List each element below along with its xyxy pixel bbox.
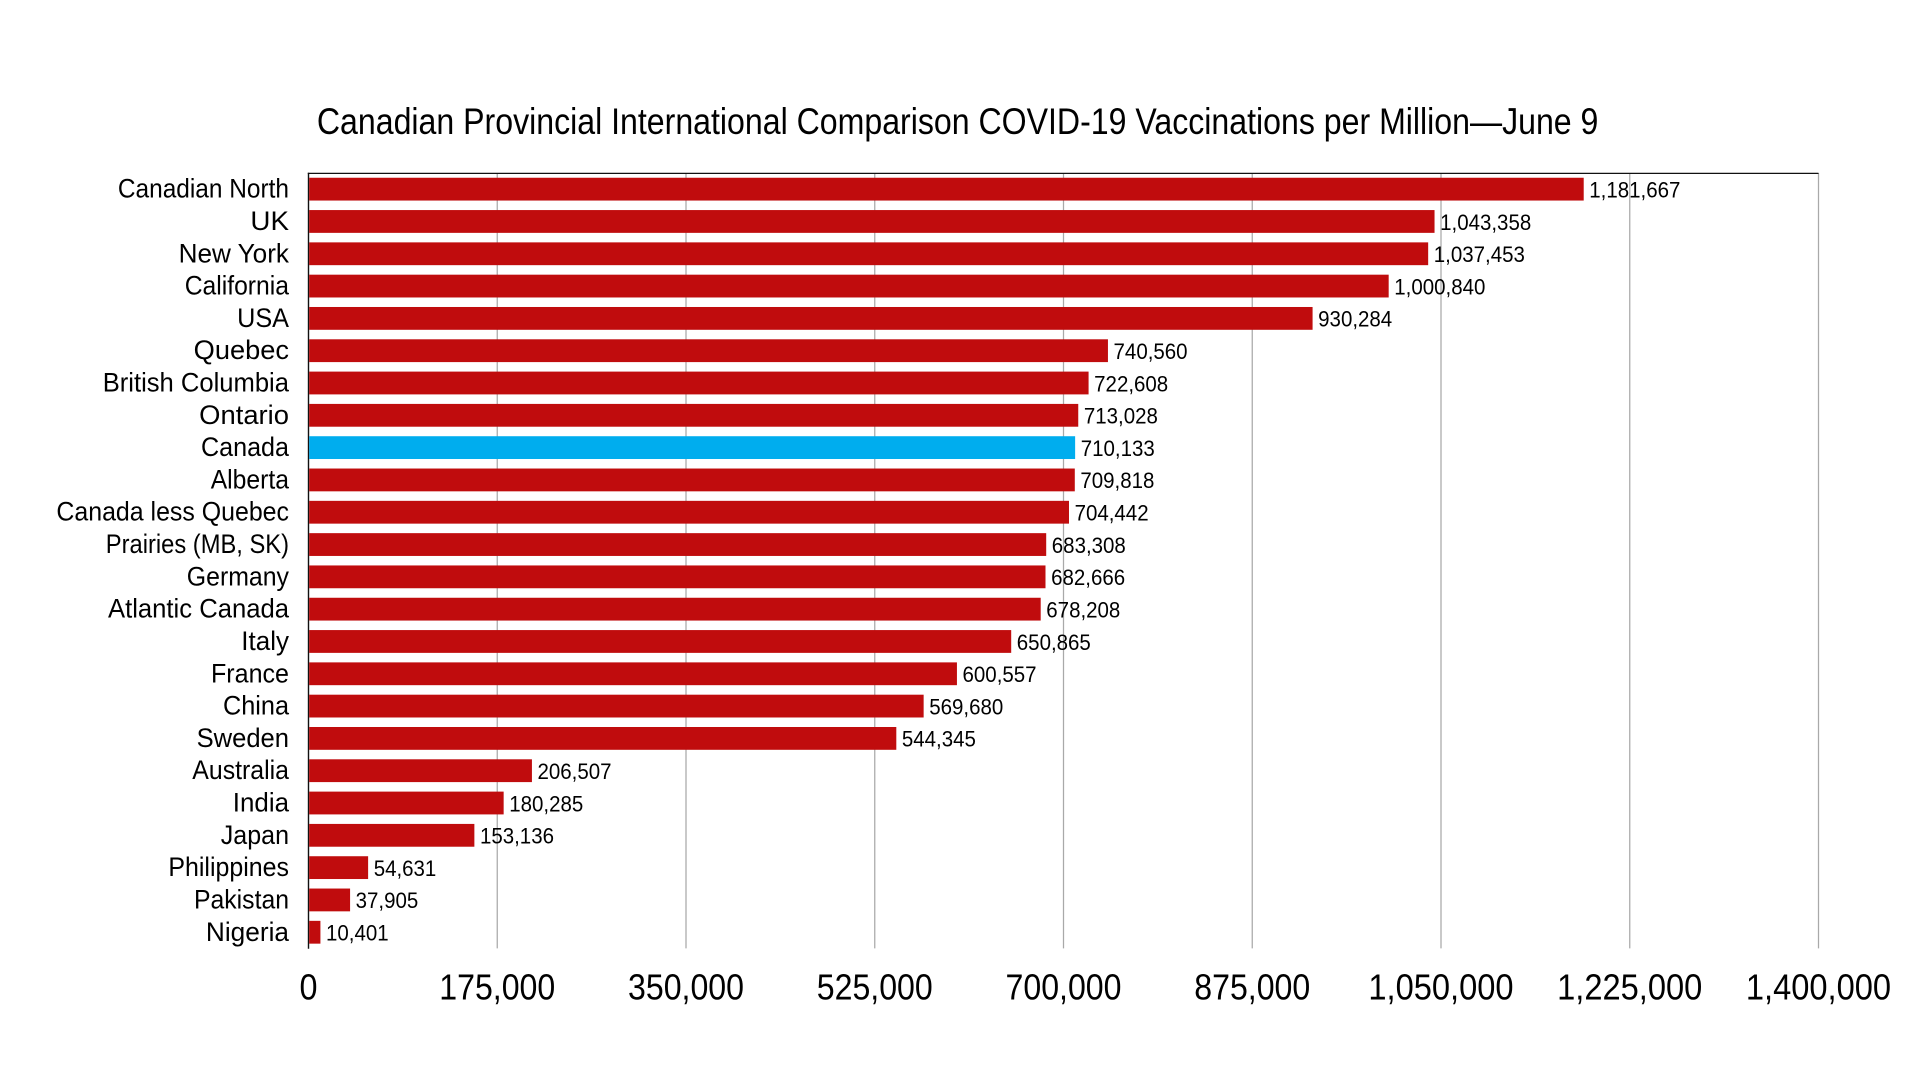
svg-text:722,608: 722,608 xyxy=(1094,371,1168,396)
svg-text:37,905: 37,905 xyxy=(356,888,419,913)
svg-text:Atlantic Canada: Atlantic Canada xyxy=(108,594,290,624)
svg-text:206,507: 206,507 xyxy=(538,759,612,784)
svg-text:Sweden: Sweden xyxy=(197,723,289,753)
svg-text:China: China xyxy=(223,691,290,721)
svg-text:Canada: Canada xyxy=(201,432,290,462)
svg-text:India: India xyxy=(233,788,290,818)
svg-text:1,000,840: 1,000,840 xyxy=(1394,274,1485,299)
svg-text:650,865: 650,865 xyxy=(1017,630,1091,655)
svg-text:Canadian North: Canadian North xyxy=(118,174,289,204)
svg-text:175,000: 175,000 xyxy=(439,968,555,1008)
svg-text:713,028: 713,028 xyxy=(1084,404,1158,429)
svg-text:569,680: 569,680 xyxy=(929,694,1003,719)
svg-text:New York: New York xyxy=(179,238,290,268)
svg-text:544,345: 544,345 xyxy=(902,727,976,752)
svg-text:Italy: Italy xyxy=(241,626,289,656)
svg-text:1,400,000: 1,400,000 xyxy=(1746,968,1891,1008)
svg-text:704,442: 704,442 xyxy=(1075,501,1149,526)
svg-text:Canadian Provincial Internatio: Canadian Provincial International Compar… xyxy=(317,100,1599,142)
svg-text:Australia: Australia xyxy=(192,755,290,785)
svg-text:0: 0 xyxy=(300,968,318,1008)
svg-text:1,050,000: 1,050,000 xyxy=(1368,968,1513,1008)
svg-text:710,133: 710,133 xyxy=(1081,436,1155,461)
svg-text:Pakistan: Pakistan xyxy=(194,884,289,914)
svg-text:10,401: 10,401 xyxy=(326,921,389,946)
svg-text:Japan: Japan xyxy=(221,820,289,850)
svg-text:Alberta: Alberta xyxy=(211,464,290,494)
svg-text:Nigeria: Nigeria xyxy=(206,917,290,947)
svg-text:Ontario: Ontario xyxy=(199,400,289,430)
svg-text:525,000: 525,000 xyxy=(817,968,933,1008)
svg-text:875,000: 875,000 xyxy=(1194,968,1310,1008)
svg-text:682,666: 682,666 xyxy=(1051,565,1125,590)
svg-text:740,560: 740,560 xyxy=(1114,339,1188,364)
svg-text:930,284: 930,284 xyxy=(1318,307,1392,332)
svg-text:Canada less Quebec: Canada less Quebec xyxy=(56,497,289,527)
svg-text:France: France xyxy=(211,658,289,688)
svg-text:British Columbia: British Columbia xyxy=(103,368,290,398)
svg-text:600,557: 600,557 xyxy=(963,662,1037,687)
svg-text:1,043,358: 1,043,358 xyxy=(1440,210,1531,235)
svg-text:54,631: 54,631 xyxy=(374,856,437,881)
svg-text:709,818: 709,818 xyxy=(1080,468,1154,493)
svg-text:1,225,000: 1,225,000 xyxy=(1557,968,1702,1008)
svg-text:350,000: 350,000 xyxy=(628,968,744,1008)
svg-text:700,000: 700,000 xyxy=(1006,968,1122,1008)
svg-text:153,136: 153,136 xyxy=(480,824,554,849)
svg-text:678,208: 678,208 xyxy=(1046,597,1120,622)
svg-text:Prairies (MB, SK): Prairies (MB, SK) xyxy=(106,529,289,559)
svg-text:California: California xyxy=(185,271,290,301)
svg-text:Germany: Germany xyxy=(187,561,290,591)
svg-text:USA: USA xyxy=(237,303,289,333)
svg-text:1,037,453: 1,037,453 xyxy=(1434,242,1525,267)
svg-text:Quebec: Quebec xyxy=(194,335,289,365)
svg-text:UK: UK xyxy=(250,206,289,236)
svg-text:Philippines: Philippines xyxy=(168,852,289,882)
svg-text:1,181,667: 1,181,667 xyxy=(1589,177,1680,202)
svg-text:180,285: 180,285 xyxy=(509,791,583,816)
svg-text:683,308: 683,308 xyxy=(1052,533,1126,558)
